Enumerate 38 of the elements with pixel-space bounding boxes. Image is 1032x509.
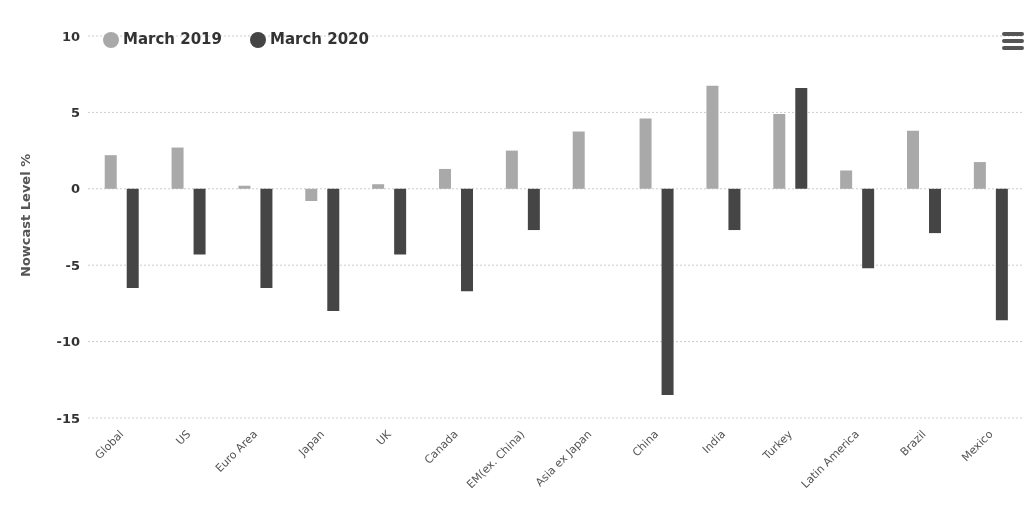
bar: [907, 130, 919, 189]
bar: [126, 188, 139, 289]
bar: [104, 155, 117, 189]
bar: [394, 188, 407, 255]
y-axis-title: Nowcast Level %: [17, 153, 33, 277]
y-tick-label: 10: [61, 28, 80, 44]
bar: [327, 188, 340, 312]
bar: [639, 118, 652, 189]
bar: [527, 188, 540, 231]
bar: [661, 188, 674, 396]
x-tick-label: US: [173, 427, 194, 448]
y-tick-label: 5: [70, 105, 80, 121]
bar: [260, 188, 273, 289]
bar: [795, 87, 808, 189]
y-tick-label: -15: [56, 410, 80, 426]
bar: [840, 170, 853, 189]
bar: [995, 188, 1008, 321]
bar: [572, 131, 585, 189]
bar: [372, 184, 385, 189]
legend-label: March 2020: [270, 30, 369, 48]
y-tick-label: -5: [65, 257, 80, 273]
bar: [862, 188, 875, 269]
y-tick-label: -10: [56, 334, 80, 350]
bar: [973, 162, 986, 189]
bar: [193, 188, 206, 255]
legend-label: March 2019: [123, 30, 222, 48]
bar: [706, 85, 719, 189]
bar: [238, 185, 251, 189]
bar: [728, 188, 741, 231]
bar: [305, 188, 318, 202]
bar: [929, 188, 941, 234]
x-tick-label: UK: [373, 427, 395, 448]
bar: [439, 168, 451, 189]
bar: [773, 113, 786, 189]
y-tick-label: 0: [70, 181, 80, 197]
bar: [171, 147, 184, 189]
bar: [505, 150, 518, 189]
bar: [461, 188, 473, 292]
